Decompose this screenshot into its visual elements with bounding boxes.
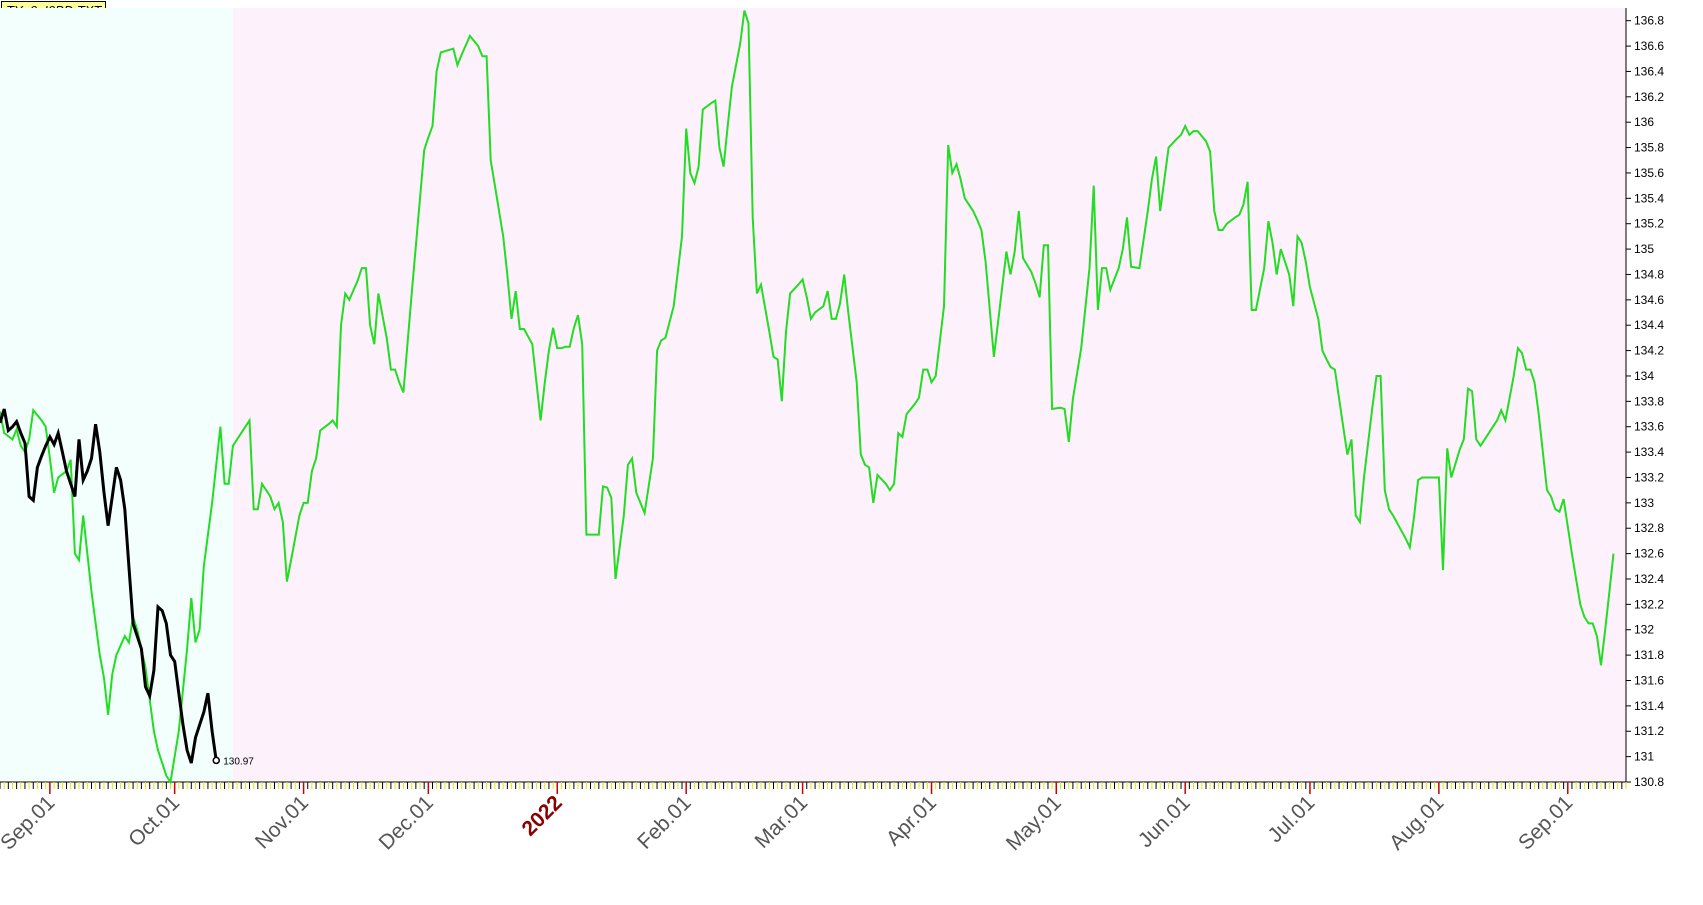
projection-region [232, 8, 1627, 782]
y-tick-label: 136.4 [1634, 64, 1664, 78]
x-tick-label: Nov.01 [251, 791, 313, 853]
last-value-label: 130.97 [223, 756, 254, 767]
y-tick-label: 131.2 [1634, 724, 1664, 738]
y-tick-label: 134.6 [1634, 293, 1664, 307]
y-tick-label: 135.6 [1634, 166, 1664, 180]
x-tick-label: Apr.01 [882, 791, 941, 850]
x-tick-label: Sep.01 [0, 791, 59, 854]
y-tick-label: 132.8 [1634, 521, 1664, 535]
x-tick-label: May.01 [1002, 791, 1066, 855]
y-tick-label: 133.8 [1634, 394, 1664, 408]
y-tick-label: 134 [1634, 369, 1654, 383]
y-tick-label: 133.6 [1634, 420, 1664, 434]
x-tick-label: Oct.01 [124, 791, 184, 851]
x-tick-label: Feb.01 [633, 791, 696, 854]
y-tick-label: 132.2 [1634, 597, 1664, 611]
y-tick-label: 136.2 [1634, 90, 1664, 104]
x-tick-label: Dec.01 [375, 791, 438, 854]
y-tick-label: 132 [1634, 623, 1654, 637]
y-tick-label: 135.2 [1634, 217, 1664, 231]
y-tick-label: 132.6 [1634, 547, 1664, 561]
y-tick-label: 134.4 [1634, 318, 1664, 332]
y-tick-label: 133.2 [1634, 470, 1664, 484]
x-tick-label: Jun.01 [1134, 791, 1195, 852]
y-axis: 130.8 131 131.2 131.4 131.6 131.8 132 132.2 132.… [1625, 8, 1664, 789]
y-tick-label: 134.8 [1634, 267, 1664, 281]
forecast-series-line [0, 10, 1615, 785]
x-tick-label: Jul.01 [1264, 791, 1320, 847]
y-tick-label: 135.4 [1634, 191, 1664, 205]
last-value-marker [212, 756, 220, 765]
y-tick-label: 131.8 [1634, 648, 1664, 662]
history-region [0, 8, 233, 782]
y-tick-label: 135 [1634, 242, 1654, 256]
y-tick-label: 135.8 [1634, 141, 1664, 155]
y-tick-label: 133 [1634, 496, 1654, 510]
y-tick-label: 132.4 [1634, 572, 1664, 586]
y-tick-label: 133.4 [1634, 445, 1664, 459]
x-tick-label: Sep.01 [1514, 791, 1577, 854]
y-tick-label: 130.8 [1634, 775, 1664, 789]
y-tick-label: 131.4 [1634, 699, 1664, 713]
y-tick-label: 134.2 [1634, 344, 1664, 358]
x-tick-label: 2022 [517, 791, 566, 840]
y-tick-label: 131 [1634, 750, 1654, 764]
y-tick-label: 136 [1634, 115, 1654, 129]
x-tick-label: Aug.01 [1385, 791, 1448, 854]
y-tick-label: 136.8 [1634, 14, 1664, 28]
y-tick-label: 136.6 [1634, 39, 1664, 53]
y-tick-label: 131.6 [1634, 673, 1664, 687]
x-tick-label: Mar.01 [750, 791, 812, 853]
x-axis: Sep.01 Oct.01 Nov.01 Dec.01 2022 Feb.01 Mar.01… [0, 781, 1627, 855]
price-series-line [0, 408, 218, 764]
